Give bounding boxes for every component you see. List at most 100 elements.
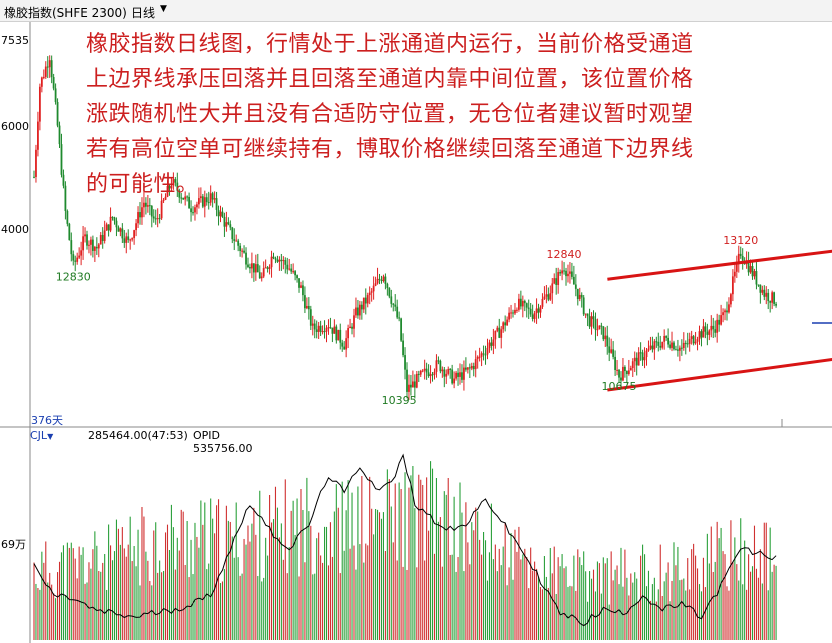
- lower-channel-line: [607, 357, 832, 392]
- candle-body: [247, 264, 249, 268]
- candle-body: [86, 234, 88, 246]
- candle-body: [733, 271, 736, 277]
- candle-body: [415, 373, 418, 388]
- candle-body: [678, 347, 681, 351]
- candle-body: [423, 368, 426, 371]
- candle-body: [482, 353, 485, 355]
- candle-body: [757, 284, 760, 286]
- candle-body: [616, 369, 618, 371]
- candle-body: [164, 196, 167, 200]
- candle-body: [192, 212, 194, 214]
- candle-body: [307, 305, 310, 310]
- candle-body: [627, 370, 630, 375]
- candle-body: [119, 228, 122, 232]
- candle-body: [411, 381, 414, 388]
- candle-body: [410, 384, 412, 388]
- y-tick-label: 4000: [1, 223, 29, 236]
- candle-body: [139, 212, 141, 218]
- candle-body: [563, 270, 565, 272]
- candle-body: [618, 369, 620, 378]
- candle-body: [351, 326, 353, 329]
- candle-body: [447, 368, 450, 374]
- candle-body: [333, 326, 336, 334]
- candle-body: [508, 312, 510, 320]
- candle-body: [382, 276, 385, 281]
- indicator-name[interactable]: CJL▼: [30, 429, 54, 442]
- candle-body: [296, 275, 298, 279]
- candle-body: [221, 211, 224, 217]
- open-interest-readout: OPID 535756.00: [193, 429, 253, 455]
- candle-body: [624, 366, 626, 372]
- candle-body: [608, 346, 611, 353]
- candle-body: [600, 325, 603, 327]
- candle-body: [392, 303, 395, 305]
- candle-body: [54, 88, 57, 103]
- candle-body: [156, 218, 159, 220]
- candle-body: [123, 238, 126, 243]
- candle-body: [266, 267, 269, 269]
- candle-body: [402, 340, 404, 356]
- candle-body: [302, 285, 304, 296]
- candle-body: [217, 209, 220, 217]
- candle-body: [370, 291, 373, 293]
- candle-body: [657, 341, 660, 346]
- candle-body: [272, 256, 275, 259]
- candle-body: [596, 329, 599, 331]
- candle-body: [91, 239, 94, 251]
- candle-body: [622, 366, 624, 381]
- candle-body: [435, 360, 438, 372]
- candle-body: [531, 314, 534, 319]
- candle-body: [561, 270, 563, 274]
- candle-body: [677, 349, 679, 351]
- candle-body: [643, 357, 646, 361]
- candle-body: [74, 260, 77, 262]
- period-select[interactable]: 日线: [131, 6, 156, 20]
- candle-body: [33, 176, 35, 178]
- candle-body: [584, 313, 587, 315]
- candle-body: [775, 303, 777, 306]
- price-annotation: 12840: [547, 248, 582, 261]
- candle-body: [529, 308, 532, 315]
- candle-body: [201, 196, 204, 207]
- candle-body: [331, 327, 334, 334]
- candle-body: [60, 144, 63, 175]
- candle-body: [290, 268, 293, 272]
- candle-body: [95, 246, 98, 249]
- candle-body: [376, 278, 379, 284]
- candle-body: [209, 193, 212, 203]
- candle-body: [317, 325, 320, 332]
- candle-body: [753, 271, 756, 277]
- candle-body: [726, 310, 728, 313]
- candle-body: [574, 284, 577, 289]
- candle-body: [720, 315, 723, 325]
- candle-body: [109, 216, 112, 231]
- candle-body: [633, 357, 636, 362]
- candle-body: [66, 210, 69, 224]
- candle-body: [651, 345, 654, 350]
- candle-body: [437, 360, 440, 362]
- candle-body: [712, 325, 715, 330]
- price-annotation: 13120: [723, 234, 758, 247]
- candle-body: [443, 369, 446, 377]
- candle-body: [76, 257, 79, 262]
- candle-body: [141, 207, 143, 218]
- candle-body: [686, 343, 689, 345]
- candle-body: [396, 306, 399, 318]
- candle-body: [565, 270, 567, 277]
- candle-body: [390, 296, 393, 304]
- y-tick-label: 7535: [1, 34, 29, 47]
- candle-body: [521, 300, 524, 307]
- chevron-down-icon[interactable]: ▼: [160, 4, 167, 14]
- candle-body: [602, 326, 605, 340]
- candle-body: [559, 272, 562, 274]
- candle-body: [398, 317, 401, 319]
- candle-body: [496, 327, 499, 331]
- candle-body: [115, 220, 118, 228]
- candle-body: [490, 342, 493, 346]
- candle-body: [345, 338, 348, 350]
- candle-body: [523, 300, 526, 304]
- candle-body: [478, 356, 481, 358]
- candle-body: [107, 224, 110, 231]
- candle-body: [252, 263, 255, 273]
- candle-body: [347, 328, 350, 339]
